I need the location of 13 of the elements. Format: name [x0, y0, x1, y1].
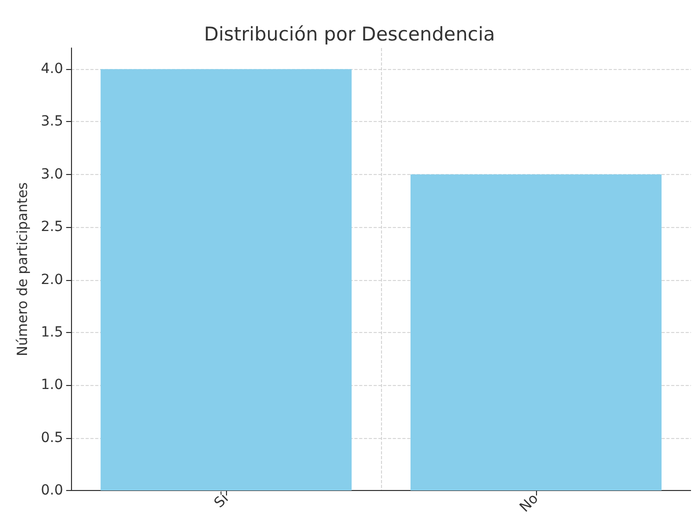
- x-tick-label: No: [516, 490, 542, 516]
- y-tick-label: 0.0: [40, 482, 64, 498]
- y-tick-label: 3.5: [40, 114, 64, 130]
- y-tick-label: 3.0: [40, 166, 64, 182]
- y-tick-label: 2.0: [40, 272, 64, 288]
- y-tick-label: 0.5: [40, 430, 64, 446]
- y-axis-title: Número de participantes: [15, 182, 31, 356]
- chart-title: Distribución por Descendencia: [204, 24, 495, 46]
- y-tick-label: 1.5: [40, 324, 64, 340]
- x-tick-label: Sí: [211, 490, 233, 512]
- y-tick-label: 2.5: [40, 219, 64, 236]
- y-tick-label: 1.0: [40, 377, 64, 394]
- y-tick-label: 4.0: [40, 61, 64, 78]
